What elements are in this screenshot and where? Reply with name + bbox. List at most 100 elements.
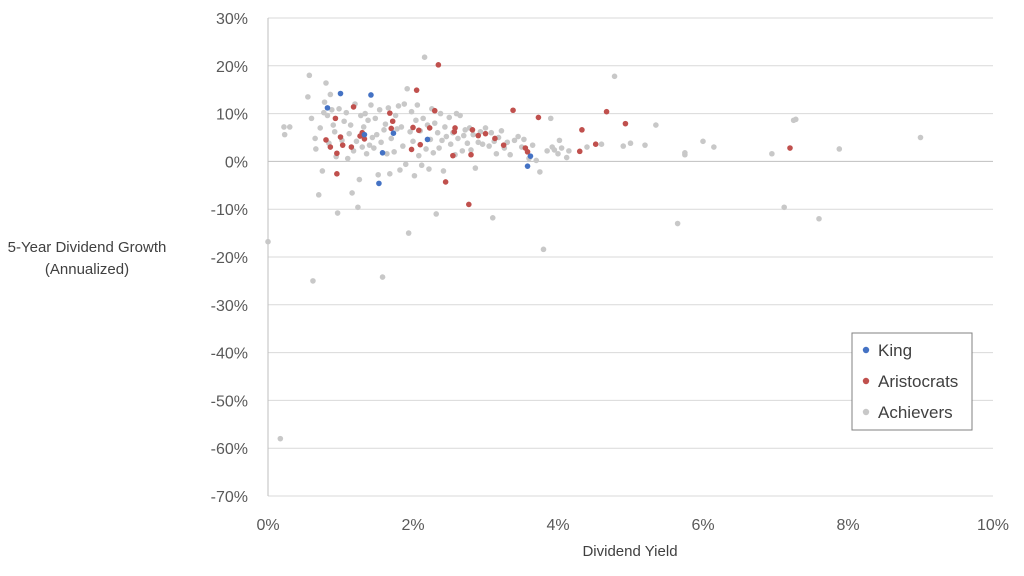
x-tick-label: 0%: [256, 517, 279, 534]
point-aristocrats: [408, 146, 415, 153]
point-achievers: [400, 143, 406, 149]
point-achievers: [343, 109, 350, 116]
x-tick-label: 8%: [836, 517, 859, 534]
point-achievers: [627, 140, 634, 147]
point-achievers: [324, 112, 331, 119]
y-tick-label: -50%: [211, 393, 248, 410]
point-achievers: [373, 131, 380, 138]
point-achievers: [310, 278, 316, 284]
point-achievers: [440, 168, 447, 174]
point-king: [376, 180, 382, 187]
point-achievers: [384, 150, 390, 157]
point-achievers: [395, 103, 402, 109]
point-aristocrats: [452, 125, 458, 131]
legend-label-achievers: Achievers: [878, 403, 953, 422]
y-tick-label: -60%: [211, 441, 248, 458]
point-achievers: [489, 215, 496, 221]
x-tick-labels: 0% 2% 4% 6% 8% 10%: [256, 517, 1009, 534]
point-achievers: [369, 134, 376, 141]
point-king: [368, 92, 374, 98]
point-achievers: [347, 122, 354, 128]
point-aristocrats: [332, 115, 339, 122]
point-aristocrats: [339, 142, 346, 148]
point-achievers: [312, 135, 318, 142]
point-aristocrats: [413, 87, 420, 93]
y-tick-label: 20%: [216, 59, 248, 76]
x-tick-label: 4%: [546, 517, 569, 534]
y-tick-labels: 30% 20% 10% 0% -10% -20% -30% -40% -50% -60% -70%: [211, 11, 248, 506]
point-aristocrats: [323, 137, 329, 143]
point-achievers: [381, 127, 387, 133]
point-achievers: [498, 128, 505, 134]
point-achievers: [397, 167, 403, 173]
point-achievers: [700, 138, 706, 145]
point-achievers: [537, 169, 543, 175]
point-achievers: [642, 142, 648, 148]
point-king: [337, 90, 344, 97]
point-achievers: [413, 117, 419, 124]
point-achievers: [353, 138, 360, 145]
point-aristocrats: [334, 150, 340, 157]
y-tick-label: 30%: [216, 11, 248, 28]
point-king: [524, 163, 531, 169]
point-achievers: [277, 435, 284, 442]
point-achievers: [460, 132, 467, 139]
legend-label-king: King: [878, 341, 912, 360]
point-achievers: [372, 115, 379, 122]
point-achievers: [437, 110, 444, 117]
point-achievers: [349, 190, 355, 196]
point-achievers: [464, 140, 471, 147]
point-achievers: [336, 106, 342, 112]
point-achievers: [551, 147, 558, 153]
point-aristocrats: [576, 148, 583, 155]
axes: [267, 18, 993, 496]
point-achievers: [836, 146, 843, 152]
point-aristocrats: [410, 124, 416, 131]
point-achievers: [281, 124, 287, 130]
point-achievers: [446, 114, 453, 121]
point-achievers: [359, 144, 366, 150]
point-achievers: [529, 142, 536, 148]
point-achievers: [358, 112, 364, 119]
point-achievers: [566, 148, 572, 154]
point-achievers: [371, 145, 377, 151]
point-achievers: [442, 124, 448, 130]
legend-box: [851, 332, 973, 431]
point-achievers: [392, 112, 399, 119]
point-aristocrats: [334, 171, 340, 177]
point-aristocrats: [535, 114, 542, 121]
point-achievers: [584, 144, 590, 150]
point-aristocrats: [510, 107, 516, 114]
point-achievers: [329, 106, 335, 113]
point-achievers: [410, 138, 416, 145]
point-achievers: [472, 165, 479, 171]
legend-marker-king: [862, 346, 870, 354]
point-aristocrats: [500, 142, 507, 148]
point-aristocrats: [592, 141, 599, 147]
point-achievers: [330, 122, 337, 128]
point-king: [390, 130, 397, 136]
point-aristocrats: [350, 104, 357, 110]
point-achievers: [611, 73, 618, 80]
point-achievers: [420, 115, 426, 122]
point-achievers: [411, 172, 418, 179]
y-tick-label: -30%: [211, 298, 248, 315]
point-achievers: [475, 139, 482, 146]
legend: King Aristocrats Achievers: [851, 332, 973, 431]
point-achievers: [620, 143, 627, 149]
point-achievers: [556, 137, 563, 144]
point-achievers: [470, 131, 476, 138]
point-achievers: [511, 137, 518, 144]
point-achievers: [308, 115, 315, 122]
point-aristocrats: [450, 152, 456, 159]
y-tick-label: 0%: [225, 154, 248, 171]
point-aristocrats: [475, 132, 482, 139]
point-achievers: [443, 133, 450, 140]
point-achievers: [408, 108, 415, 115]
point-achievers: [423, 146, 429, 152]
point-achievers: [331, 128, 338, 135]
point-achievers: [405, 230, 412, 236]
data-points: [265, 54, 924, 442]
point-king: [527, 153, 534, 159]
